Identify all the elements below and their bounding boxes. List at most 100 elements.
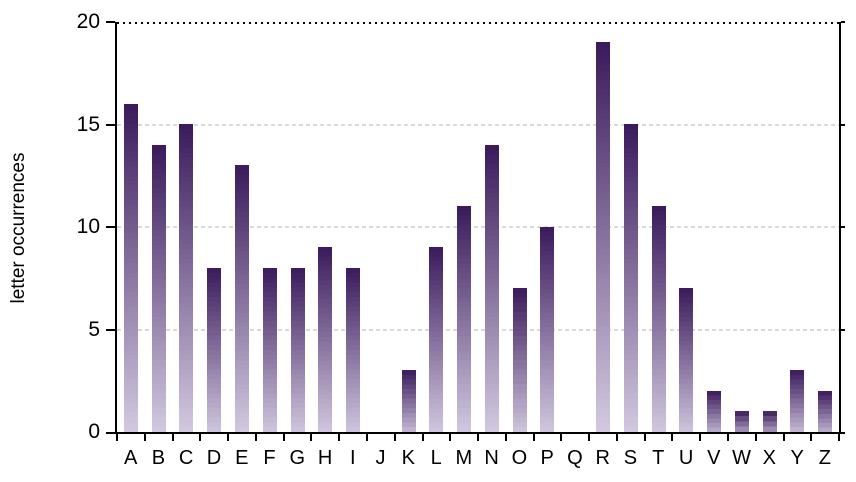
left-axis-spine	[115, 22, 117, 434]
x-tick-10	[393, 434, 396, 441]
x-tick-label-D: D	[206, 447, 222, 469]
y-tick-right-15	[841, 123, 845, 126]
bar-N	[484, 145, 499, 432]
x-tick-label-W: W	[732, 447, 752, 469]
right-axis-spine	[839, 22, 841, 434]
y-tick-label-15: 15	[76, 112, 100, 136]
bar-C	[179, 124, 194, 432]
x-tick-label-K: K	[401, 447, 416, 469]
y-tick-10	[106, 226, 115, 228]
x-tick-19	[643, 434, 646, 441]
gridline-5	[117, 328, 839, 331]
x-tick-label-Z: Z	[818, 447, 832, 469]
x-tick-23	[754, 434, 757, 441]
x-tick-0	[116, 434, 118, 441]
x-tick-label-C: C	[178, 447, 194, 469]
x-tick-4	[227, 434, 230, 441]
x-tick-label-G: G	[289, 447, 306, 469]
x-tick-13	[477, 434, 479, 441]
bar-W	[734, 411, 749, 432]
x-tick-26	[838, 434, 840, 441]
x-tick-24	[782, 434, 785, 441]
bar-A	[123, 104, 138, 432]
x-tick-9	[365, 434, 368, 441]
x-tick-label-F: F	[263, 447, 277, 469]
x-tick-label-B: B	[151, 447, 166, 469]
bar-P	[540, 227, 555, 432]
x-tick-22	[726, 434, 729, 441]
x-tick-label-J: J	[375, 447, 387, 469]
y-tick-0	[106, 432, 115, 434]
x-tick-label-I: I	[350, 447, 357, 469]
x-tick-label-N: N	[484, 447, 500, 469]
bar-V	[707, 391, 721, 432]
x-tick-14	[504, 434, 507, 441]
x-tick-label-R: R	[595, 447, 611, 469]
bar-S	[623, 124, 638, 432]
y-tick-20	[106, 21, 115, 23]
y-tick-label-10: 10	[76, 215, 100, 238]
x-tick-label-P: P	[540, 447, 555, 469]
x-tick-7	[310, 434, 313, 441]
x-tick-17	[588, 434, 591, 441]
x-tick-5	[254, 434, 257, 441]
x-tick-8	[338, 434, 341, 441]
x-tick-12	[449, 434, 452, 441]
bar-G	[290, 268, 305, 432]
y-tick-label-5: 5	[88, 317, 100, 341]
bar-Y	[790, 370, 805, 432]
x-tick-21	[699, 434, 702, 441]
x-tick-label-O: O	[511, 447, 528, 469]
y-tick-label-20: 20	[76, 10, 100, 33]
x-tick-label-Q: Q	[567, 447, 584, 469]
x-tick-label-L: L	[430, 447, 443, 469]
bar-M	[457, 206, 472, 432]
x-tick-25	[810, 434, 813, 441]
bottom-axis-spine	[115, 432, 841, 434]
x-tick-3	[199, 434, 202, 441]
x-tick-label-E: E	[235, 447, 249, 469]
bar-Z	[818, 391, 833, 432]
bar-I	[346, 268, 360, 432]
y-tick-right-20	[841, 21, 845, 23]
gridline-10	[117, 226, 839, 228]
y-axis-label: letter occurrences	[8, 152, 29, 304]
x-tick-label-U: U	[678, 447, 694, 469]
x-tick-label-Y: Y	[790, 447, 805, 469]
x-tick-6	[282, 434, 285, 441]
x-tick-2	[171, 434, 174, 441]
bar-B	[151, 145, 166, 432]
y-tick-right-5	[841, 328, 845, 331]
x-tick-16	[560, 434, 563, 441]
bar-D	[207, 268, 222, 432]
bar-F	[262, 268, 277, 432]
bar-O	[512, 288, 527, 432]
x-tick-label-T: T	[652, 447, 665, 469]
bar-H	[318, 247, 333, 432]
bar-L	[429, 247, 444, 432]
gridline-20	[117, 22, 839, 24]
bar-R	[596, 42, 610, 432]
x-tick-11	[421, 434, 424, 441]
x-tick-label-M: M	[455, 447, 473, 469]
bar-E	[235, 165, 249, 432]
x-tick-label-V: V	[707, 447, 721, 469]
y-tick-right-10	[841, 226, 845, 228]
bar-U	[679, 288, 694, 432]
bar-K	[401, 370, 416, 432]
x-tick-18	[615, 434, 618, 441]
x-tick-20	[671, 434, 674, 441]
y-tick-label-0: 0	[88, 420, 100, 443]
y-tick-15	[106, 123, 115, 126]
x-tick-label-H: H	[317, 447, 333, 469]
x-tick-label-X: X	[762, 447, 777, 469]
bar-T	[651, 206, 666, 432]
y-tick-5	[106, 328, 115, 331]
x-tick-1	[143, 434, 146, 441]
x-tick-15	[532, 434, 535, 441]
gridline-15	[117, 123, 839, 126]
x-tick-label-A: A	[123, 447, 138, 469]
bar-X	[762, 411, 777, 432]
x-tick-label-S: S	[623, 447, 638, 469]
